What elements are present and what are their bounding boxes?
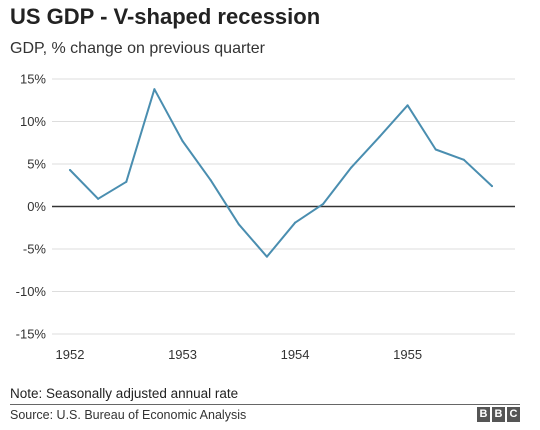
gdp-data-point bbox=[294, 221, 297, 224]
y-tick-label: -10% bbox=[16, 284, 47, 299]
gdp-data-point bbox=[491, 185, 493, 188]
gdp-line-chart: 15% 10% 5% 0% -5% -10% -15% 1952 1953 1954 1955 bbox=[16, 72, 515, 362]
gdp-data-point bbox=[378, 135, 381, 138]
chart-title: US GDP - V-shaped recession bbox=[10, 4, 321, 29]
gdp-data-point bbox=[462, 158, 465, 161]
gdp-data-point bbox=[322, 202, 325, 205]
gdp-data-point bbox=[125, 180, 128, 183]
gdp-data-point bbox=[406, 104, 409, 107]
gdp-data-point bbox=[265, 255, 268, 258]
x-tick-label: 1954 bbox=[281, 347, 310, 362]
gdp-data-point bbox=[434, 148, 437, 151]
gdp-data-point bbox=[153, 88, 156, 91]
y-tick-label: 15% bbox=[20, 72, 46, 87]
footer-divider bbox=[10, 404, 520, 405]
gdp-data-point bbox=[97, 197, 100, 200]
y-tick-label: 10% bbox=[20, 114, 46, 129]
bbc-logo: B B C bbox=[477, 407, 520, 422]
gdp-data-point bbox=[209, 179, 212, 182]
bbc-logo-letter: B bbox=[492, 407, 505, 422]
bbc-logo-letter: C bbox=[507, 407, 520, 422]
y-tick-label: -5% bbox=[23, 242, 47, 257]
gdp-series-line bbox=[69, 88, 493, 258]
gdp-data-point bbox=[181, 140, 184, 143]
y-tick-label: 5% bbox=[27, 157, 46, 172]
x-tick-label: 1955 bbox=[393, 347, 422, 362]
gdp-data-point bbox=[237, 223, 240, 226]
chart-note: Note: Seasonally adjusted annual rate bbox=[10, 386, 239, 401]
y-tick-label: -15% bbox=[16, 327, 47, 342]
chart-source: Source: U.S. Bureau of Economic Analysis bbox=[10, 408, 247, 422]
bbc-logo-letter: B bbox=[477, 407, 490, 422]
y-tick-label: 0% bbox=[27, 199, 46, 214]
gdp-data-point bbox=[69, 168, 71, 171]
chart-subtitle: GDP, % change on previous quarter bbox=[10, 40, 265, 57]
x-tick-label: 1952 bbox=[56, 347, 85, 362]
gdp-data-point bbox=[350, 166, 353, 169]
x-tick-label: 1953 bbox=[168, 347, 197, 362]
